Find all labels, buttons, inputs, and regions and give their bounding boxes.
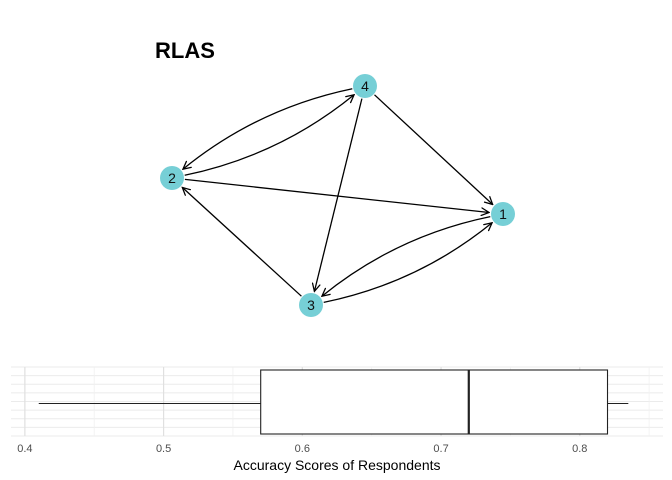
node-2-label: 2 [168,170,176,186]
boxplot-body [38,369,629,435]
x-axis-title: Accuracy Scores of Respondents [234,457,441,473]
edge-4-to-1 [374,94,493,205]
x-axis-ticks: 0.4 0.5 0.6 0.7 0.8 [17,443,587,455]
edge-1-to-3 [322,215,491,297]
boxplot-panel: 0.4 0.5 0.6 0.7 0.8 Accuracy Scores of Respo… [11,366,663,473]
edge-3-to-1 [323,223,492,304]
x-tick-label: 0.8 [572,443,587,455]
node-1-circle [491,202,515,226]
edge-3-to-2 [182,187,302,297]
node-4-circle [353,74,377,98]
x-tick-label: 0.7 [433,443,448,455]
node-3: 3 [299,293,323,317]
x-tick-label: 0.5 [156,443,171,455]
edge-4-to-3 [314,98,363,292]
edge-2-to-1 [184,178,489,212]
network-graph: RLAS 1 2 3 4 [155,38,515,317]
node-3-circle [299,293,323,317]
x-tick-label: 0.4 [17,443,32,455]
node-4-label: 4 [361,78,369,94]
x-tick-label: 0.6 [295,443,310,455]
node-3-label: 3 [307,297,315,313]
edge-4-to-2 [183,88,353,170]
network-nodes: 1 2 3 4 [160,74,515,317]
network-title: RLAS [155,38,215,63]
node-1: 1 [491,202,515,226]
network-edges [182,88,493,304]
box-iqr [260,369,609,435]
node-1-label: 1 [499,206,507,222]
node-4: 4 [353,74,377,98]
node-2: 2 [160,166,184,190]
edge-2-to-4 [184,95,354,176]
node-2-circle [160,166,184,190]
